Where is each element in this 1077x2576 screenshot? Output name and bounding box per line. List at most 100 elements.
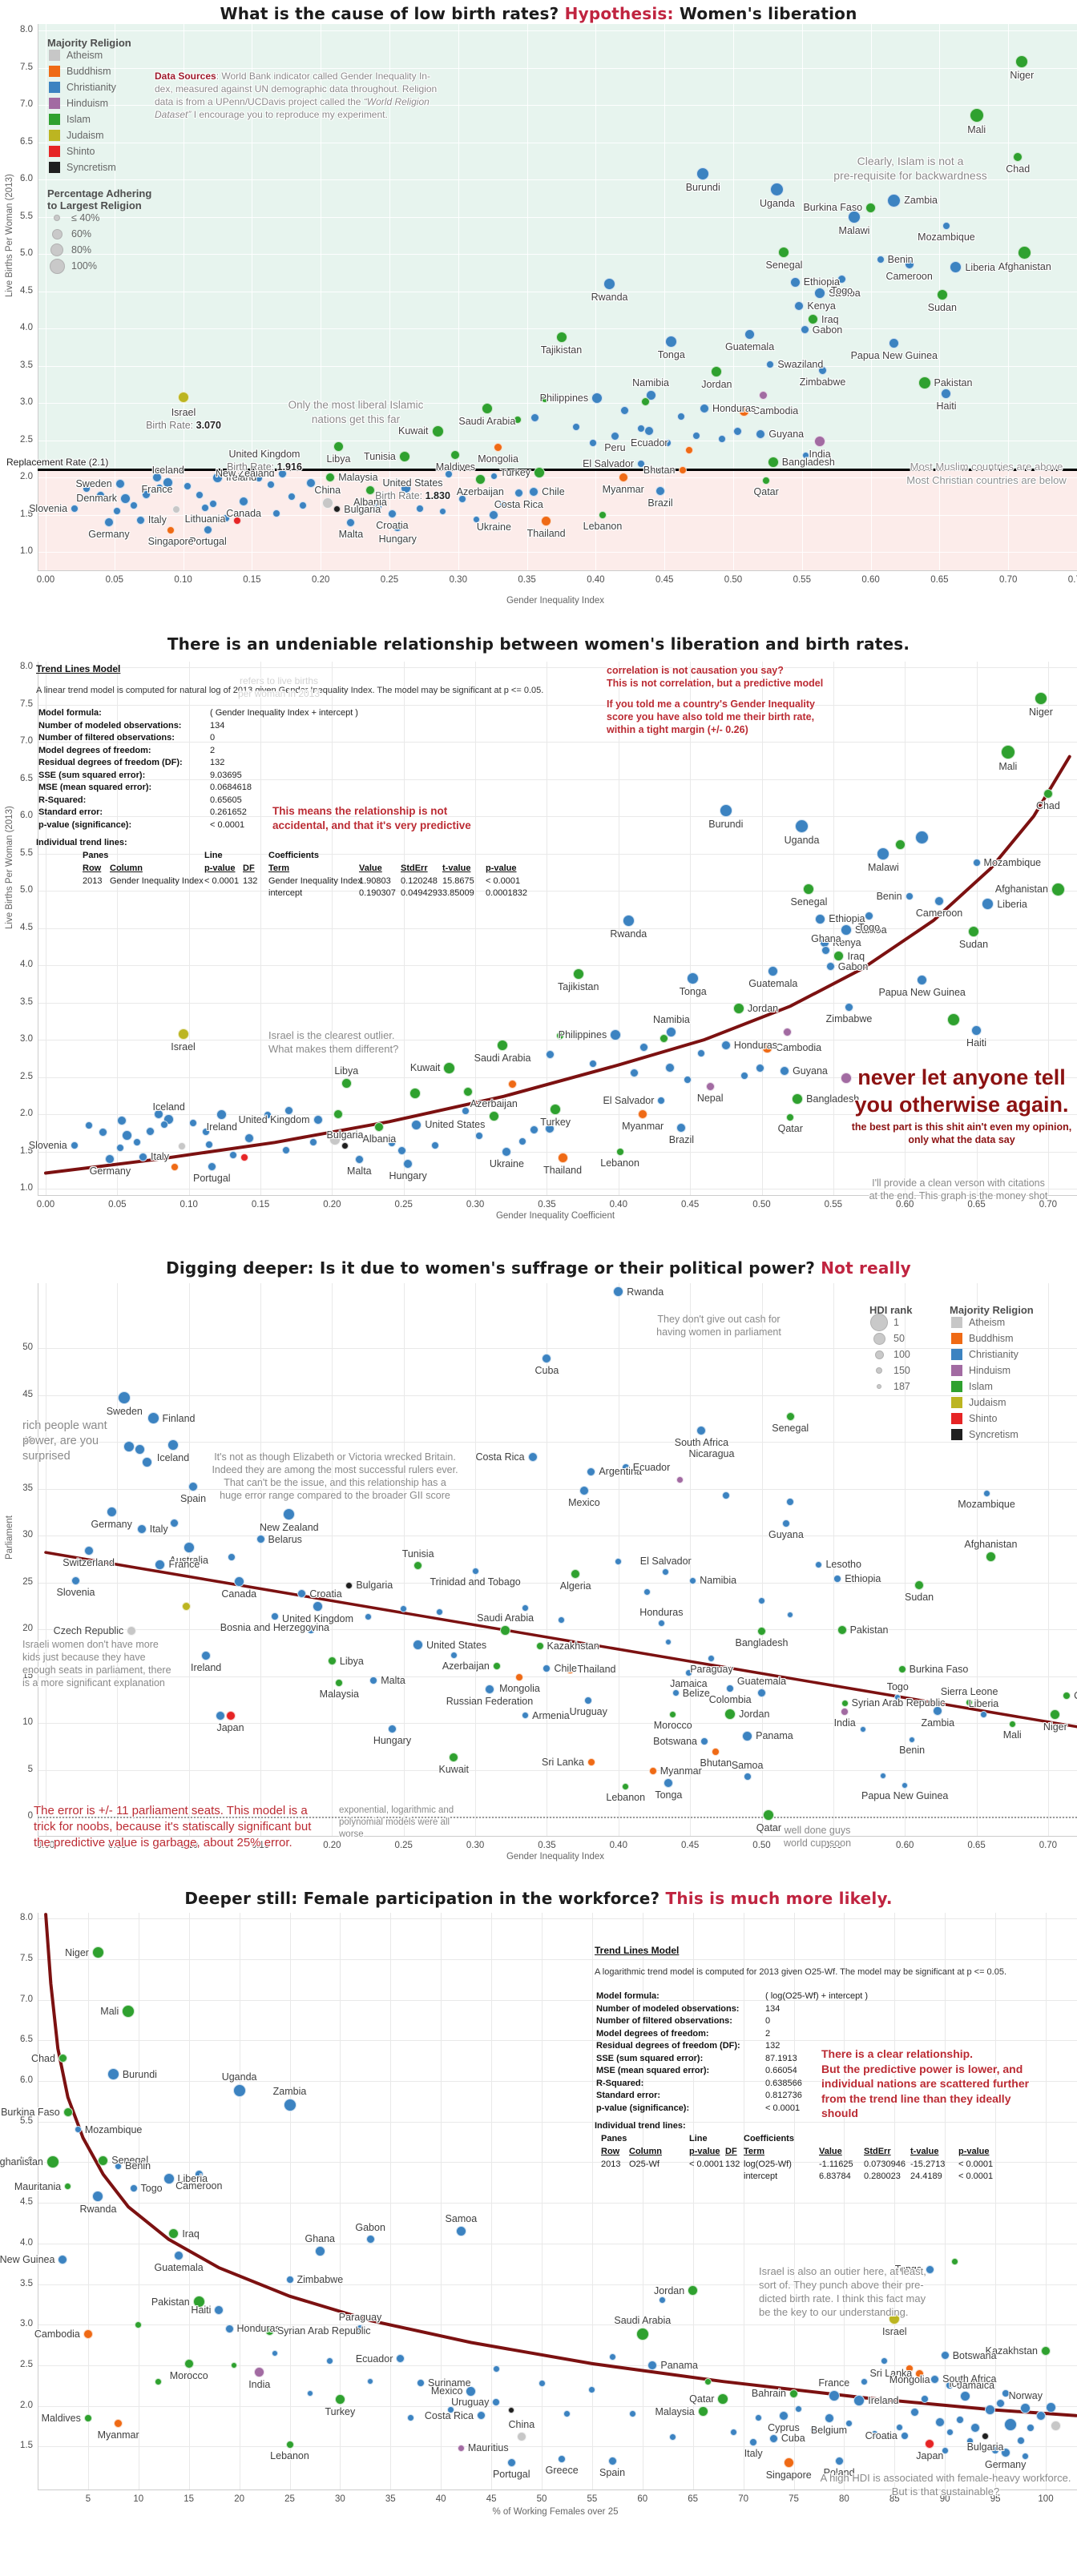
data-point[interactable]: [697, 1049, 706, 1057]
data-point[interactable]: [563, 2410, 571, 2418]
data-point[interactable]: [1000, 745, 1015, 760]
data-point[interactable]: [466, 2385, 477, 2397]
data-point[interactable]: [267, 481, 276, 489]
data-point[interactable]: [925, 2264, 934, 2274]
data-point[interactable]: [354, 1155, 364, 1165]
data-point[interactable]: [282, 1145, 291, 1154]
data-point[interactable]: [865, 912, 874, 921]
data-point[interactable]: [896, 2424, 904, 2432]
data-point[interactable]: [918, 376, 931, 389]
data-point[interactable]: [934, 896, 945, 907]
data-point[interactable]: [306, 478, 317, 489]
data-point[interactable]: [96, 490, 106, 500]
data-point[interactable]: [979, 1710, 987, 1718]
data-point[interactable]: [828, 2390, 840, 2402]
data-point[interactable]: [135, 1443, 146, 1455]
data-point[interactable]: [115, 479, 125, 489]
data-point[interactable]: [233, 1576, 244, 1587]
data-point[interactable]: [500, 1624, 511, 1636]
data-point[interactable]: [940, 2351, 950, 2361]
data-point[interactable]: [254, 2366, 265, 2377]
data-point[interactable]: [484, 1684, 494, 1694]
data-point[interactable]: [662, 1568, 670, 1576]
data-point[interactable]: [1013, 152, 1023, 163]
data-point[interactable]: [529, 486, 539, 497]
data-point[interactable]: [795, 2405, 803, 2413]
data-point[interactable]: [84, 1121, 93, 1129]
data-point[interactable]: [821, 945, 831, 955]
data-point[interactable]: [802, 451, 810, 459]
data-point[interactable]: [905, 892, 914, 901]
data-point[interactable]: [155, 484, 164, 493]
data-point[interactable]: [387, 1724, 397, 1733]
data-point[interactable]: [189, 1119, 198, 1128]
data-point[interactable]: [942, 221, 950, 230]
data-point[interactable]: [840, 1073, 852, 1085]
data-point[interactable]: [490, 472, 498, 480]
data-point[interactable]: [534, 467, 546, 479]
data-point[interactable]: [229, 1151, 238, 1160]
data-point[interactable]: [135, 2320, 143, 2328]
data-point[interactable]: [724, 1709, 736, 1721]
data-point[interactable]: [181, 1602, 191, 1612]
data-point[interactable]: [431, 425, 444, 437]
data-point[interactable]: [116, 1116, 127, 1126]
data-point[interactable]: [228, 1552, 236, 1561]
data-point[interactable]: [443, 1061, 456, 1074]
data-point[interactable]: [707, 1439, 716, 1447]
data-point[interactable]: [107, 2068, 119, 2081]
data-point[interactable]: [803, 883, 815, 896]
data-point[interactable]: [492, 2397, 501, 2406]
data-point[interactable]: [743, 1772, 752, 1781]
data-point[interactable]: [637, 460, 646, 469]
data-point[interactable]: [458, 494, 466, 503]
data-point[interactable]: [147, 1412, 159, 1425]
data-point[interactable]: [83, 484, 91, 493]
data-point[interactable]: [756, 1063, 765, 1073]
data-point[interactable]: [174, 2251, 184, 2260]
data-point[interactable]: [930, 2374, 940, 2384]
data-point[interactable]: [225, 1711, 236, 1721]
data-point[interactable]: [610, 432, 619, 441]
data-point[interactable]: [154, 1109, 164, 1119]
data-point[interactable]: [889, 2313, 901, 2325]
data-point[interactable]: [270, 1612, 279, 1620]
data-point[interactable]: [142, 1457, 153, 1468]
data-point[interactable]: [757, 1688, 766, 1698]
data-point[interactable]: [966, 2437, 974, 2445]
data-point[interactable]: [792, 1093, 804, 1105]
data-point[interactable]: [837, 275, 847, 284]
data-point[interactable]: [571, 1568, 581, 1579]
data-point[interactable]: [145, 1126, 155, 1136]
data-point[interactable]: [313, 1601, 324, 1612]
data-point[interactable]: [768, 2433, 778, 2443]
data-point[interactable]: [558, 2454, 567, 2463]
data-point[interactable]: [326, 2357, 334, 2365]
data-point[interactable]: [906, 2364, 914, 2373]
data-point[interactable]: [207, 1161, 216, 1171]
data-point[interactable]: [814, 436, 826, 448]
data-point[interactable]: [92, 2190, 104, 2202]
data-point[interactable]: [325, 473, 336, 482]
data-point[interactable]: [492, 1661, 501, 1670]
data-point[interactable]: [865, 202, 877, 213]
data-point[interactable]: [841, 1699, 849, 1707]
data-point[interactable]: [853, 2394, 865, 2406]
data-point[interactable]: [327, 1656, 337, 1666]
data-point[interactable]: [1018, 245, 1032, 260]
data-point[interactable]: [545, 1123, 555, 1133]
data-point[interactable]: [135, 515, 145, 525]
data-point[interactable]: [665, 336, 678, 348]
data-point[interactable]: [870, 2429, 878, 2437]
data-point[interactable]: [535, 1642, 544, 1651]
data-point[interactable]: [678, 465, 687, 474]
data-point[interactable]: [720, 1040, 731, 1051]
data-point[interactable]: [1063, 1692, 1071, 1701]
data-point[interactable]: [1045, 2402, 1056, 2413]
data-point[interactable]: [985, 2405, 996, 2416]
data-point[interactable]: [579, 1485, 589, 1495]
data-point[interactable]: [527, 1451, 538, 1462]
data-point[interactable]: [155, 2377, 163, 2385]
data-point[interactable]: [666, 1027, 677, 1038]
data-point[interactable]: [388, 1139, 397, 1148]
